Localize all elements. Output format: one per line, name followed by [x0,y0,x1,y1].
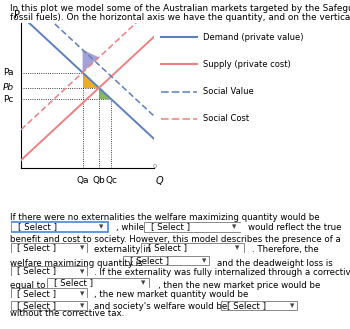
Polygon shape [83,73,99,88]
Text: Demand (private value): Demand (private value) [203,33,303,42]
Text: fossil fuels). On the horizontal axis we have the quantity, and on the vertical : fossil fuels). On the horizontal axis we… [10,13,350,22]
FancyBboxPatch shape [11,289,87,298]
Text: [ Select ]: [ Select ] [54,278,93,288]
Text: [ Select ]: [ Select ] [17,301,56,310]
Text: ▾: ▾ [99,222,104,232]
Text: Pa: Pa [3,68,14,77]
FancyBboxPatch shape [47,278,149,288]
Text: and the deadweight loss is: and the deadweight loss is [217,259,333,268]
Text: ▾: ▾ [141,278,145,288]
Text: benefit and cost to society. However, this model describes the presence of a: benefit and cost to society. However, th… [10,235,341,244]
Text: [ Select ]: [ Select ] [227,301,266,310]
Text: [ Select ]: [ Select ] [17,243,56,253]
Text: In this plot we model some of the Australian markets targeted by the Safeguard M: In this plot we model some of the Austra… [10,4,350,13]
Text: would reflect the true: would reflect the true [248,223,342,232]
Text: ▾: ▾ [232,222,237,232]
Text: Social Value: Social Value [203,87,254,96]
Text: ▾: ▾ [80,301,84,310]
Text: Pc: Pc [3,95,14,104]
Text: If there were no externalities the welfare maximizing quantity would be: If there were no externalities the welfa… [10,213,320,222]
Text: equal to: equal to [10,281,46,290]
Text: [ Select ]: [ Select ] [17,266,56,276]
Text: , while: , while [116,223,144,232]
Text: [ Select ]: [ Select ] [148,243,187,253]
Polygon shape [99,88,111,99]
Text: o: o [153,163,157,168]
Text: . Therefore, the: . Therefore, the [252,245,319,254]
Text: and society's welfare would be: and society's welfare would be [94,302,228,312]
Text: , then the new market price would be: , then the new market price would be [158,281,320,290]
Text: welfare maximizing quantity is: welfare maximizing quantity is [10,259,143,268]
Text: Supply (private cost): Supply (private cost) [203,60,290,69]
Text: [ Select ]: [ Select ] [130,256,168,265]
FancyBboxPatch shape [12,222,107,232]
Text: ▾: ▾ [80,289,84,298]
FancyBboxPatch shape [11,243,87,253]
Text: Qa: Qa [76,176,89,185]
Text: Qb: Qb [93,176,105,185]
Text: ▾: ▾ [202,256,206,265]
FancyBboxPatch shape [123,256,209,265]
Text: ▾: ▾ [80,266,84,276]
Text: ▾: ▾ [80,243,84,253]
Text: Social Cost: Social Cost [203,114,249,123]
FancyBboxPatch shape [145,222,240,232]
Text: Pb: Pb [2,83,14,92]
Text: without the corrective tax.: without the corrective tax. [10,309,125,318]
Text: Qc: Qc [105,176,117,185]
FancyBboxPatch shape [141,243,244,253]
FancyBboxPatch shape [221,301,297,310]
Text: P: P [14,10,20,20]
Text: externality in: externality in [94,245,152,254]
Text: ▾: ▾ [290,301,294,310]
Polygon shape [83,50,99,73]
FancyBboxPatch shape [11,266,87,276]
Text: ▾: ▾ [236,243,240,253]
Text: . If the externality was fully internalized through a corrective tax: . If the externality was fully internali… [94,268,350,277]
FancyBboxPatch shape [11,301,87,310]
Text: , the new market quantity would be: , the new market quantity would be [94,290,249,299]
Text: [ Select ]: [ Select ] [151,222,190,232]
Text: [ Select ]: [ Select ] [17,289,56,298]
Text: [ Select ]: [ Select ] [18,222,57,232]
Text: Q: Q [155,176,163,186]
